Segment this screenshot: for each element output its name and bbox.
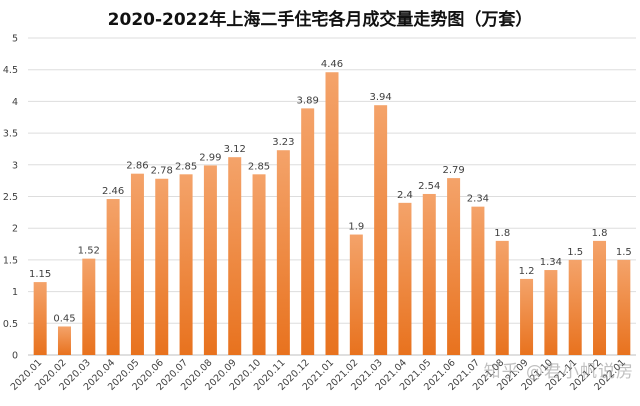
bar <box>276 150 290 355</box>
data-label: 2.99 <box>199 152 221 163</box>
data-label: 2.85 <box>248 161 270 172</box>
data-label: 3.12 <box>224 144 246 155</box>
data-label: 2.4 <box>397 190 413 201</box>
bar <box>57 326 71 355</box>
bar <box>374 105 388 355</box>
bar <box>520 278 534 355</box>
data-label: 1.8 <box>592 228 608 239</box>
bar <box>33 282 47 355</box>
y-tick-label: 1.5 <box>3 255 18 266</box>
y-tick-label: 2 <box>12 224 18 235</box>
data-label: 4.46 <box>321 59 343 70</box>
y-tick-label: 2.5 <box>3 192 18 203</box>
bar <box>130 173 144 355</box>
y-tick-label: 0 <box>12 351 18 362</box>
data-label: 1.8 <box>494 228 510 239</box>
data-label: 2.54 <box>418 181 440 192</box>
y-tick-label: 4.5 <box>3 65 18 76</box>
bar <box>155 178 169 355</box>
bar <box>349 234 363 355</box>
watermark: 知乎 @君小帆说房 <box>483 362 634 382</box>
bar <box>228 157 242 355</box>
data-label: 2.85 <box>175 161 197 172</box>
data-label: 1.34 <box>540 257 562 268</box>
bar <box>471 206 485 355</box>
data-label: 0.45 <box>53 313 75 324</box>
data-label: 3.23 <box>272 137 294 148</box>
bar <box>252 174 266 355</box>
bar <box>179 174 193 355</box>
data-label: 2.46 <box>102 186 124 197</box>
data-label: 2.34 <box>467 194 489 205</box>
bar <box>422 193 436 355</box>
bar <box>593 240 607 355</box>
data-label: 1.52 <box>78 246 100 257</box>
y-tick-label: 0.5 <box>3 319 18 330</box>
bar <box>82 258 96 355</box>
bar <box>203 165 217 355</box>
chart-title: 2020-2022年上海二手住宅各月成交量走势图（万套） <box>107 10 533 30</box>
bar <box>495 240 509 355</box>
data-label: 2.79 <box>442 165 464 176</box>
data-label: 2.78 <box>151 166 173 177</box>
bar <box>568 259 582 355</box>
data-label: 3.89 <box>297 95 319 106</box>
bar <box>544 270 558 355</box>
y-tick-label: 1 <box>12 287 18 298</box>
bar <box>447 178 461 355</box>
bar <box>301 108 315 356</box>
bar <box>398 202 412 355</box>
data-label: 3.94 <box>370 92 392 103</box>
y-tick-label: 4 <box>12 97 18 108</box>
bar <box>106 199 120 355</box>
y-tick-label: 5 <box>12 34 18 45</box>
data-label: 1.15 <box>29 269 51 280</box>
bar <box>617 259 631 355</box>
data-label: 2.86 <box>126 161 148 172</box>
data-label: 1.5 <box>567 247 583 258</box>
bar <box>325 72 339 356</box>
data-label: 1.5 <box>616 247 632 258</box>
data-label: 1.2 <box>519 266 535 277</box>
y-tick-label: 3 <box>12 160 18 171</box>
y-tick-label: 3.5 <box>3 129 18 140</box>
data-label: 1.9 <box>348 222 364 233</box>
